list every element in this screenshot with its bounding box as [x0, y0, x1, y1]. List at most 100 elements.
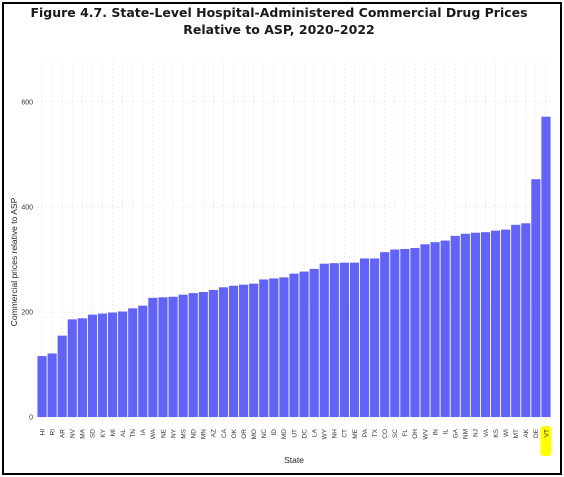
x-tick-label-wa: WA — [150, 428, 157, 439]
bar-ne — [158, 297, 168, 417]
x-tick-label-ga: GA — [453, 428, 460, 438]
bar-nd — [188, 293, 198, 417]
bar-tn — [128, 308, 138, 417]
x-tick-label-nm: NM — [463, 429, 470, 439]
bar-wi — [501, 229, 511, 417]
bar-sd — [87, 314, 98, 417]
y-tick-label: 200 — [21, 310, 33, 317]
y-axis-label: Commercial prices relative to ASP — [9, 197, 19, 326]
bar-ak — [521, 223, 531, 417]
bar-ri — [47, 353, 57, 417]
bar-nm — [460, 233, 470, 417]
x-tick-label-ks: KS — [493, 428, 500, 437]
bar-mn — [198, 292, 208, 417]
bar-or — [239, 284, 249, 417]
x-tick-label-mn: MN — [201, 429, 208, 439]
x-tick-label-mt: MT — [513, 429, 520, 438]
x-tick-label-ak: AK — [523, 428, 530, 437]
bar-ca — [218, 287, 229, 417]
x-tick-label-co: CO — [382, 429, 389, 439]
x-tick-label-va: VA — [483, 428, 490, 437]
bar-mo — [249, 283, 259, 417]
bar-ks — [490, 230, 501, 417]
y-tick-label: 600 — [21, 100, 33, 107]
x-tick-label-sd: SD — [90, 429, 97, 438]
x-tick-label-az: AZ — [211, 429, 218, 437]
bar-hi — [37, 356, 47, 417]
x-axis-label: State — [284, 455, 304, 465]
highlight-marker — [540, 426, 552, 456]
bar-wv — [420, 244, 430, 417]
x-axis-ticks: HI RI AR NV MA SD KY MI AL TN IA WA NE NY MS ND MN AZ CA OK… — [39, 426, 552, 456]
bar-la — [309, 268, 319, 417]
bar-nh — [329, 263, 339, 417]
x-tick-label-ok: OK — [231, 428, 238, 438]
bar-oh — [410, 247, 420, 417]
x-tick-label-pa: PA — [362, 428, 369, 437]
x-tick-label-ma: MA — [80, 428, 87, 438]
bar-az — [208, 289, 218, 417]
x-tick-label-ia: IA — [140, 428, 147, 435]
x-tick-label-nh: NH — [332, 429, 339, 439]
bar-de — [531, 179, 541, 417]
bar-in — [430, 242, 440, 417]
x-tick-label-me: ME — [352, 428, 359, 438]
x-tick-label-vt: VT — [543, 429, 550, 437]
x-tick-label-ny: NY — [170, 428, 177, 438]
bar-tx — [370, 258, 380, 417]
bar-ar — [57, 335, 67, 417]
x-tick-label-de: DE — [533, 428, 540, 438]
bar-id — [269, 278, 279, 417]
bar-nv — [67, 319, 77, 417]
x-tick-label-mi: MI — [110, 429, 117, 436]
chart-title: Figure 4.7. State-Level Hospital-Adminis… — [30, 5, 528, 37]
bar-ny — [168, 296, 178, 417]
y-axis-ticks: 0 200 400 600 — [21, 100, 33, 422]
bar-ok — [228, 285, 239, 417]
bar-va — [480, 232, 491, 417]
x-tick-label-il: IL — [442, 429, 449, 435]
x-tick-label-dc: DC — [301, 429, 308, 439]
x-tick-label-nd: ND — [191, 429, 198, 439]
x-tick-label-md: MD — [281, 429, 288, 439]
bar-ma — [77, 318, 87, 417]
x-tick-label-mo: MO — [251, 429, 258, 439]
x-tick-label-la: LA — [311, 428, 318, 437]
x-tick-label-wv: WV — [422, 428, 429, 439]
x-tick-label-hi: HI — [39, 429, 46, 436]
x-tick-label-id: ID — [271, 429, 278, 436]
x-tick-label-wi: WI — [503, 429, 510, 437]
bar-ct — [339, 262, 349, 417]
bar-nj — [470, 232, 481, 417]
bars — [37, 116, 551, 417]
x-tick-label-ca: CA — [221, 428, 228, 438]
y-tick-label: 0 — [29, 415, 33, 422]
bar-sc — [390, 249, 400, 417]
x-tick-label-ms: MS — [180, 428, 187, 438]
bar-nc — [259, 279, 269, 417]
bar-ky — [97, 313, 108, 417]
bar-mi — [107, 312, 118, 417]
x-tick-label-fl: FL — [402, 429, 409, 437]
x-tick-label-tx: TX — [372, 428, 379, 437]
x-tick-label-in: IN — [432, 429, 439, 436]
bar-vt — [541, 116, 551, 417]
bar-co — [380, 252, 390, 417]
x-tick-label-ct: CT — [342, 429, 349, 438]
x-tick-label-ri: RI — [49, 429, 56, 436]
x-tick-label-tn: TN — [130, 429, 137, 438]
x-tick-label-ut: UT — [291, 429, 298, 438]
bar-md — [279, 277, 289, 417]
x-tick-label-al: AL — [120, 429, 127, 437]
x-tick-label-nj: NJ — [473, 429, 480, 437]
x-tick-label-nv: NV — [70, 428, 77, 438]
bar-ut — [289, 273, 299, 417]
bar-al — [118, 311, 128, 417]
bar-ga — [450, 235, 460, 417]
bar-mt — [511, 224, 521, 417]
bar-pa — [359, 258, 370, 417]
x-tick-label-wy: WY — [322, 428, 329, 439]
bar-il — [440, 240, 450, 417]
x-tick-label-nc: NC — [261, 429, 268, 439]
